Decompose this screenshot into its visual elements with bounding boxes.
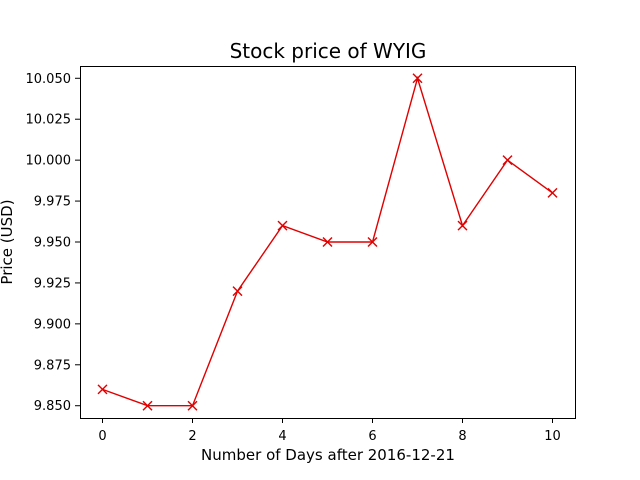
y-tick-label: 9.875 <box>34 358 71 373</box>
y-tick-label: 9.900 <box>34 317 71 332</box>
price-data-point <box>412 73 423 84</box>
y-tick-label: 10.000 <box>26 154 72 169</box>
y-tick-label: 10.025 <box>26 113 72 128</box>
y-tick-label: 9.850 <box>34 399 71 414</box>
price-data-point <box>547 187 558 198</box>
y-tick-label: 9.925 <box>34 276 71 291</box>
chart-title: Stock price of WYIG <box>230 39 427 63</box>
price-data-point <box>367 237 378 247</box>
y-axis-ticks: 9.850 9.875 9.900 9.925 9.950 9.975 10.000 10.0… <box>26 72 80 414</box>
y-tick-label: 9.950 <box>34 236 71 251</box>
x-axis-label: Number of Days after 2016-12-21 <box>201 446 455 464</box>
x-tick-label: 4 <box>278 429 286 444</box>
price-data-point <box>502 155 513 166</box>
x-axis-ticks: 0 2 4 6 8 10 <box>98 418 561 444</box>
price-data-point <box>142 400 153 411</box>
price-data-point <box>457 220 468 231</box>
price-data-point <box>187 400 198 411</box>
x-tick-label: 10 <box>544 429 561 444</box>
x-tick-label: 2 <box>188 429 196 444</box>
price-data-point <box>97 384 108 395</box>
price-series-markers <box>97 73 558 411</box>
y-axis-label: Price (USD) <box>0 199 16 284</box>
price-data-point <box>232 286 243 297</box>
x-tick-label: 6 <box>368 429 376 444</box>
price-data-point <box>322 237 333 247</box>
x-tick-label: 0 <box>98 429 106 444</box>
plot-area-frame <box>80 66 576 419</box>
y-tick-label: 10.050 <box>26 72 72 87</box>
y-tick-label: 9.975 <box>34 195 71 210</box>
price-data-point <box>277 220 288 231</box>
x-tick-label: 8 <box>458 429 466 444</box>
